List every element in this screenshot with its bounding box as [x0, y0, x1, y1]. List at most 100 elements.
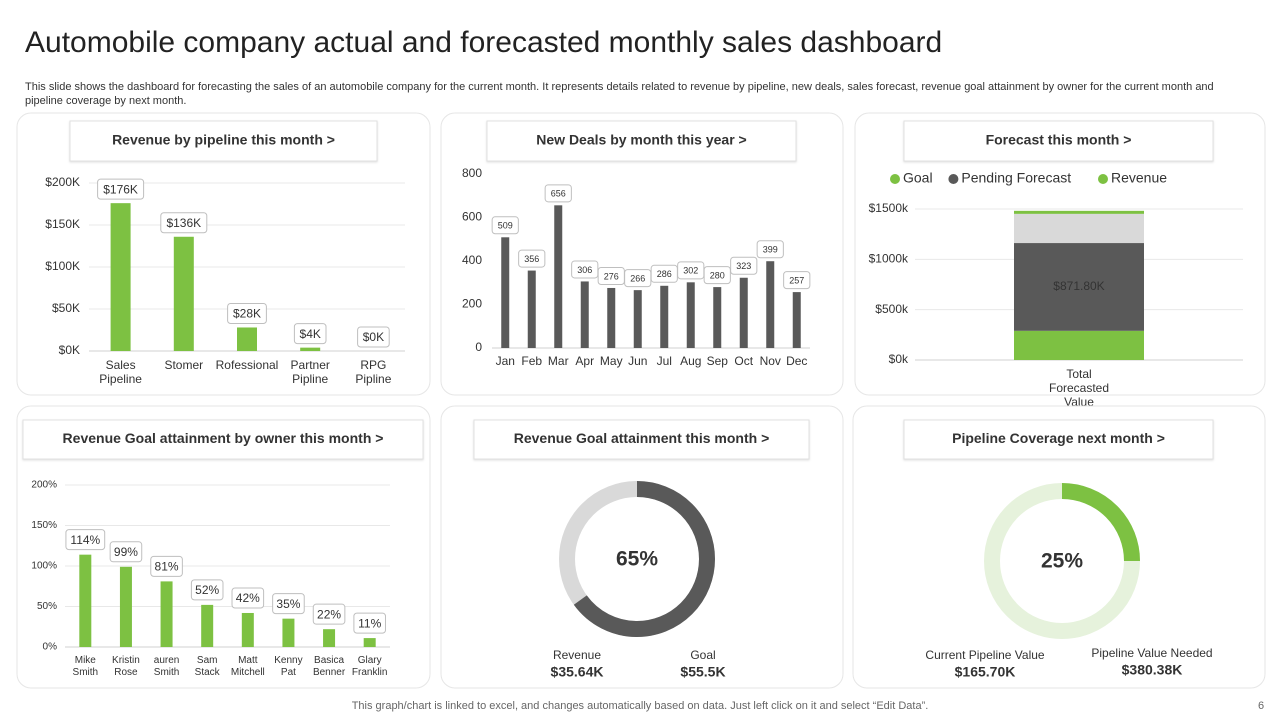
- y-tick-label: $100K: [45, 259, 80, 273]
- footer-note: This graph/chart is linked to excel, and…: [351, 700, 929, 712]
- slide-title: Automobile company actual and forecasted…: [25, 26, 943, 59]
- value-label: 286: [657, 269, 672, 279]
- panel-title-box: [22, 419, 424, 460]
- x-tick-label: Mike Smith: [73, 655, 99, 678]
- x-tick-label: Jun: [628, 354, 647, 368]
- value-label-box: [518, 249, 546, 268]
- legend-label: Pending Forecast: [961, 170, 1071, 186]
- panel-title-box: [486, 120, 797, 162]
- value-label-box: [730, 256, 758, 275]
- bar: [713, 287, 722, 348]
- value-label: 399: [763, 245, 778, 255]
- panel-title-box: [903, 419, 1214, 460]
- donut-arc: [559, 481, 715, 637]
- value-label-box: [272, 593, 305, 615]
- x-tick-label: May: [600, 354, 623, 368]
- y-tick-label: 600: [462, 210, 482, 224]
- x-tick-label: Dec: [786, 354, 807, 368]
- y-tick-label: $50K: [52, 301, 80, 315]
- value-label-box: [227, 302, 267, 324]
- value-label-box: [544, 184, 572, 203]
- x-tick-label: RPG Pipline: [355, 358, 391, 386]
- value-label: $176K: [103, 182, 138, 196]
- y-tick-label: 400: [462, 253, 482, 267]
- panel-title-box: [473, 419, 810, 460]
- legend-swatch: [1098, 174, 1108, 184]
- x-tick-label: auren Smith: [154, 655, 180, 678]
- bar: [237, 327, 257, 351]
- bar: [554, 205, 563, 348]
- y-tick-label: $150K: [45, 217, 80, 231]
- bar: [633, 290, 642, 348]
- value-label: 11%: [358, 616, 381, 630]
- x-tick-label: Stomer: [164, 358, 203, 372]
- value-label-box: [312, 603, 346, 625]
- x-tick-label: Glary Franklin: [352, 655, 388, 678]
- x-tick-label: Kristin Rose: [112, 655, 140, 678]
- x-tick-label: Basica Benner: [313, 655, 346, 678]
- value-label: 42%: [236, 591, 260, 605]
- panel-title: Revenue Goal attainment this month >: [514, 430, 770, 446]
- value-label-box: [293, 323, 327, 345]
- stat-label: Pipeline Value Needed: [1091, 646, 1212, 660]
- value-label: $4K: [300, 327, 321, 341]
- x-tick-label: Matt Mitchell: [231, 655, 265, 678]
- x-tick-label: Sam Stack: [195, 655, 221, 678]
- value-label-box: [97, 178, 145, 200]
- bar-segment: [1014, 210, 1144, 214]
- bar: [363, 638, 376, 647]
- x-tick-label: Apr: [575, 354, 594, 368]
- bar: [739, 277, 748, 348]
- value-label: 81%: [155, 560, 179, 574]
- y-tick-label: $500k: [875, 302, 909, 316]
- panel: [440, 405, 844, 689]
- panel-title: Revenue Goal attainment by owner this mo…: [63, 430, 384, 446]
- stat-label: Revenue: [553, 648, 601, 662]
- y-tick-label: 100%: [31, 561, 57, 572]
- value-label: 257: [789, 275, 804, 285]
- y-tick-label: $1000k: [869, 252, 909, 266]
- x-tick-label: Mar: [548, 354, 569, 368]
- value-label: 509: [498, 221, 513, 231]
- y-tick-label: 150%: [31, 520, 57, 531]
- bar: [766, 261, 775, 348]
- value-label-box: [190, 579, 224, 601]
- value-label: 356: [524, 254, 539, 264]
- value-label-box: [783, 271, 811, 290]
- panel-title-box: [903, 120, 1214, 162]
- panel-title: New Deals by month this year >: [536, 132, 746, 148]
- value-label-box: [109, 541, 143, 563]
- x-tick-label: Rofessional: [216, 358, 279, 372]
- bar: [119, 566, 132, 647]
- bar: [501, 237, 510, 348]
- y-tick-label: $0k: [889, 352, 909, 366]
- x-tick-label: Jan: [496, 354, 515, 368]
- slide-description: This slide shows the dashboard for forec…: [25, 81, 1214, 107]
- legend-label: Revenue: [1111, 170, 1167, 186]
- value-label-box: [491, 216, 519, 235]
- bar: [110, 203, 131, 351]
- value-label: 22%: [317, 607, 341, 621]
- panel: [852, 405, 1266, 689]
- panel-title-box: [69, 120, 378, 162]
- value-label: 266: [630, 274, 645, 284]
- donut-center-label: 25%: [1041, 550, 1083, 573]
- bar: [527, 270, 536, 348]
- y-tick-label: 200: [462, 297, 482, 311]
- x-tick-label: Sep: [707, 354, 729, 368]
- x-tick-label: Nov: [760, 354, 781, 368]
- value-label-box: [160, 212, 208, 234]
- panel-title: Revenue by pipeline this month >: [112, 132, 335, 148]
- donut-center-label: 65%: [616, 548, 658, 571]
- value-label: 35%: [276, 597, 300, 611]
- x-tick-label: Kenny Pat: [274, 655, 302, 678]
- bar: [282, 618, 295, 647]
- bar: [792, 292, 801, 348]
- value-label: 302: [683, 266, 698, 276]
- x-tick-label: Oct: [734, 354, 753, 368]
- bar: [79, 554, 92, 647]
- bar-segment: [1014, 330, 1144, 360]
- bar: [580, 281, 589, 348]
- y-tick-label: $0K: [59, 343, 80, 357]
- y-tick-label: $1500k: [869, 201, 909, 215]
